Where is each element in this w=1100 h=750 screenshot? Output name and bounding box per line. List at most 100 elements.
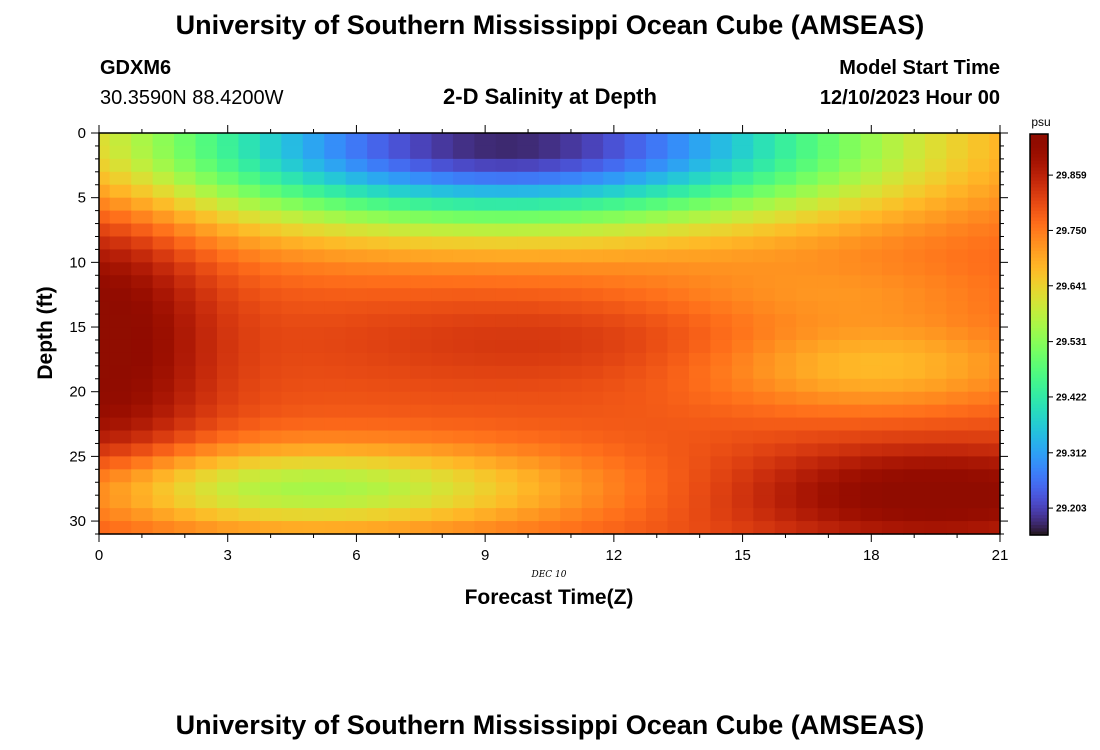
heatmap-cell <box>667 171 690 186</box>
x-tick-label: 18 <box>863 547 880 564</box>
heatmap-cell <box>753 339 776 354</box>
heatmap-cell <box>603 339 626 354</box>
heatmap-cell <box>388 391 411 406</box>
heatmap-cell <box>238 443 261 457</box>
heatmap-cell <box>860 391 883 406</box>
heatmap-cell <box>817 469 840 483</box>
heatmap-cell <box>517 262 540 276</box>
heatmap-cell <box>174 443 197 457</box>
heatmap-cell <box>538 236 561 251</box>
colorbar-segment <box>1030 220 1048 225</box>
heatmap-cell <box>989 391 1001 406</box>
heatmap-cell <box>474 275 497 289</box>
heatmap-cell <box>774 314 797 328</box>
heatmap-cell <box>174 391 197 406</box>
heatmap-cell <box>646 158 669 173</box>
colorbar-segment <box>1030 461 1048 466</box>
heatmap-cell <box>688 223 711 238</box>
colorbar-segment <box>1030 177 1048 182</box>
heatmap-cell <box>624 482 647 496</box>
heatmap-cell <box>774 158 797 173</box>
heatmap-cell <box>302 249 325 263</box>
heatmap-cell <box>624 378 647 393</box>
heatmap-cell <box>624 417 647 432</box>
heatmap-cell <box>345 482 368 496</box>
heatmap-cell <box>152 262 175 276</box>
heatmap-cell <box>216 301 240 315</box>
heatmap-cell <box>216 352 240 367</box>
colorbar-segment <box>1030 184 1048 189</box>
heatmap-cell <box>710 171 733 186</box>
colorbar-segment <box>1030 170 1048 175</box>
colorbar-segment <box>1030 311 1048 316</box>
heatmap-cell <box>324 456 347 470</box>
x-tick-label: 9 <box>481 547 489 564</box>
heatmap-cell <box>624 469 647 483</box>
heatmap-cell <box>216 339 240 354</box>
colorbar-segment <box>1030 204 1048 209</box>
heatmap-cell <box>967 314 990 328</box>
heatmap-cell <box>731 249 754 263</box>
heatmap-cell <box>216 262 240 276</box>
heatmap-cell <box>796 391 819 406</box>
heatmap-cell <box>367 314 390 328</box>
heatmap-cell <box>860 404 883 419</box>
heatmap-cell <box>967 508 990 522</box>
heatmap-cell <box>495 391 518 406</box>
heatmap-cell <box>474 495 497 509</box>
colorbar-segment <box>1030 254 1048 259</box>
heatmap-cell <box>731 378 754 393</box>
heatmap-cell <box>195 236 218 251</box>
heatmap-cell <box>946 443 969 457</box>
heatmap-cell <box>259 184 282 199</box>
heatmap-cell <box>324 508 347 522</box>
heatmap-cell <box>860 365 883 380</box>
heatmap-cell <box>688 327 711 341</box>
heatmap-cell <box>860 249 883 263</box>
heatmap-cell <box>410 249 433 263</box>
heatmap-cell <box>238 339 261 354</box>
heatmap-cell <box>495 249 518 263</box>
heatmap-cell <box>195 275 218 289</box>
heatmap-cell <box>388 133 411 147</box>
heatmap-cell <box>495 236 518 251</box>
heatmap-cell <box>817 288 840 302</box>
heatmap-cell <box>882 352 905 367</box>
heatmap-cell <box>967 404 990 419</box>
heatmap-cell <box>538 327 561 341</box>
heatmap-cell <box>517 404 540 419</box>
heatmap-cell <box>581 236 604 251</box>
heatmap-cell <box>624 365 647 380</box>
heatmap-cell <box>452 352 476 367</box>
heatmap-cell <box>688 236 711 251</box>
heatmap-cell <box>860 158 883 173</box>
heatmap-cell <box>410 223 433 238</box>
colorbar-segment <box>1030 200 1048 205</box>
heatmap-cell <box>109 210 132 225</box>
heatmap-cell <box>839 352 862 367</box>
heatmap-cell <box>452 443 476 457</box>
heatmap-cell <box>431 495 454 509</box>
heatmap-cell <box>131 314 154 328</box>
heatmap-cell <box>324 171 347 186</box>
heatmap-cell <box>238 236 261 251</box>
heatmap-cell <box>195 482 218 496</box>
colorbar-segment <box>1030 474 1048 479</box>
heatmap-cell <box>624 508 647 522</box>
heatmap-cell <box>495 262 518 276</box>
heatmap-cell <box>238 145 261 160</box>
heatmap-cell <box>452 339 476 354</box>
heatmap-cell <box>538 391 561 406</box>
heatmap-cell <box>924 443 947 457</box>
heatmap-cell <box>839 469 862 483</box>
heatmap-cell <box>560 158 583 173</box>
heatmap-cell <box>431 158 454 173</box>
colorbar-segment <box>1030 217 1048 222</box>
heatmap-cell <box>538 443 561 457</box>
heatmap-cell <box>152 339 175 354</box>
heatmap-cell <box>624 262 647 276</box>
heatmap-cell <box>989 275 1001 289</box>
heatmap-cell <box>624 197 647 212</box>
heatmap-cell <box>517 171 540 186</box>
heatmap-cell <box>967 236 990 251</box>
